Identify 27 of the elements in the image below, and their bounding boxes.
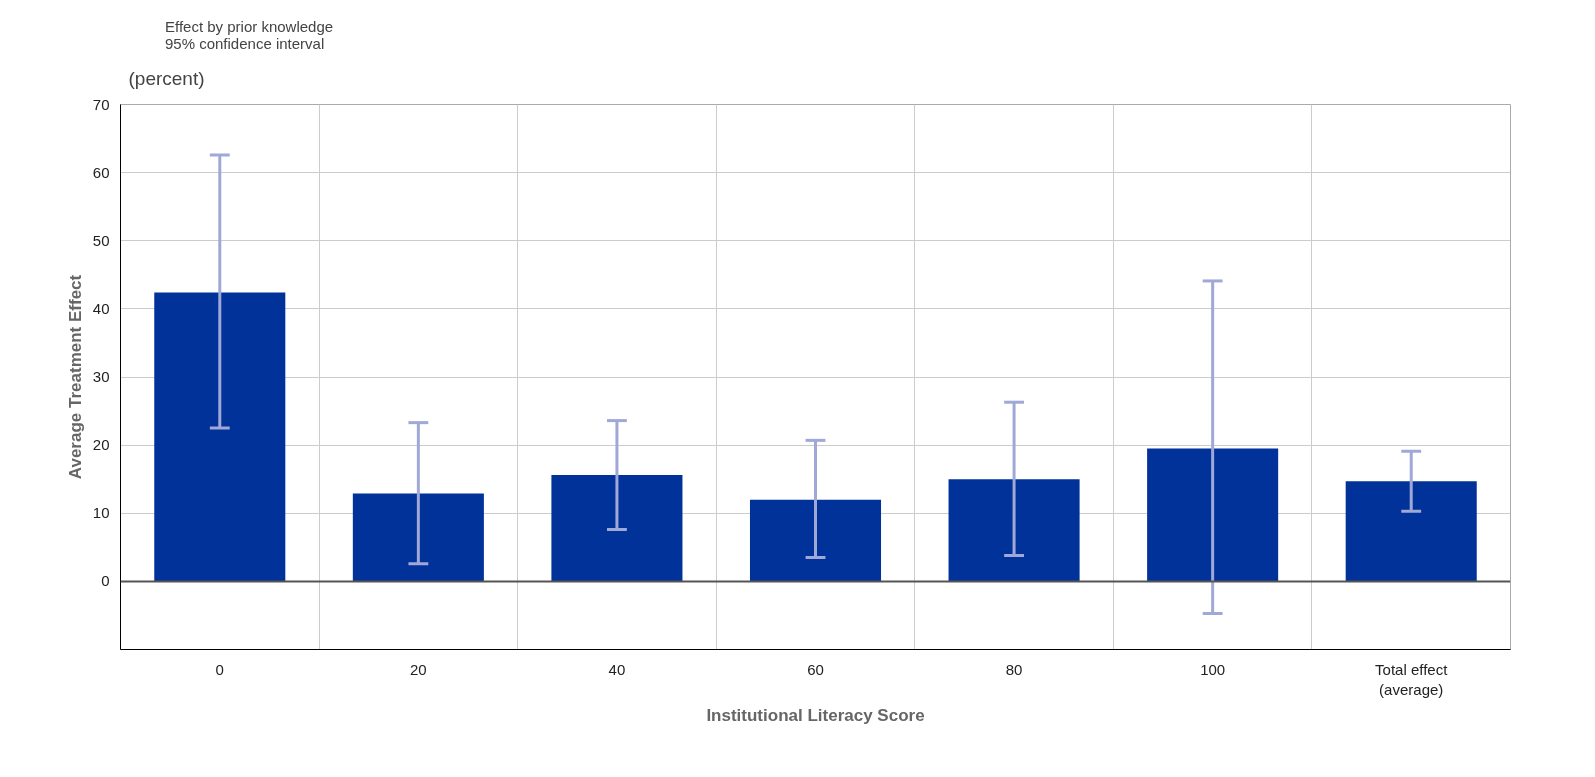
y-tick-label: 20 — [92, 436, 110, 454]
bar — [1345, 481, 1477, 582]
text: 95% confidence interval — [165, 35, 325, 52]
y-tick-label: 10 — [92, 504, 110, 522]
x-tick-label: 0 — [215, 660, 224, 678]
x-tick-label: 80 — [1005, 660, 1023, 678]
bar — [948, 479, 1080, 582]
x-tick-label: 60 — [807, 660, 824, 678]
x-axis-title: Institutional Literacy Score — [706, 705, 925, 725]
y-tick-label: 70 — [92, 95, 110, 113]
text: Effect by prior knowledge — [165, 18, 334, 35]
y-tick-label: 0 — [101, 572, 110, 590]
bar — [154, 292, 286, 582]
bar — [749, 499, 882, 582]
x-tick-label: 100 — [1200, 660, 1226, 678]
x-tick-label: 40 — [608, 660, 626, 678]
y-tick-label: 60 — [92, 163, 110, 181]
y-tick-label: 50 — [92, 231, 110, 249]
text: (percent) — [128, 67, 205, 89]
y-axis-title: Average Treatment Effect — [65, 274, 85, 480]
bar — [551, 475, 683, 582]
bar — [1147, 448, 1279, 582]
y-tick-label: 30 — [92, 368, 110, 385]
x-tick-label: Total effect (average) — [1375, 660, 1449, 698]
bar — [352, 493, 484, 582]
y-tick-label: 40 — [92, 299, 110, 317]
x-tick-label: 20 — [410, 660, 427, 678]
